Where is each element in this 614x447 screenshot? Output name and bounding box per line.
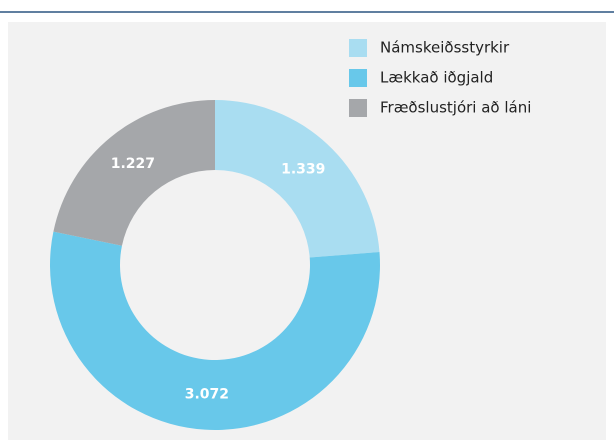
donut-slice: [49, 231, 380, 431]
legend-swatch: [349, 99, 367, 117]
donut-slice: [215, 100, 380, 258]
legend-label: Lækkað iðgjald: [380, 69, 493, 87]
donut-slice: [53, 100, 216, 246]
value-label: 3.072: [185, 387, 229, 403]
legend-swatch: [349, 39, 367, 57]
legend-label: Námskeiðsstyrkir: [380, 39, 510, 57]
legend-label: Fræðslustjóri að láni: [380, 99, 531, 117]
value-label: 1.339: [281, 162, 325, 178]
legend-swatch: [349, 69, 367, 87]
value-label: 1.227: [111, 156, 155, 172]
